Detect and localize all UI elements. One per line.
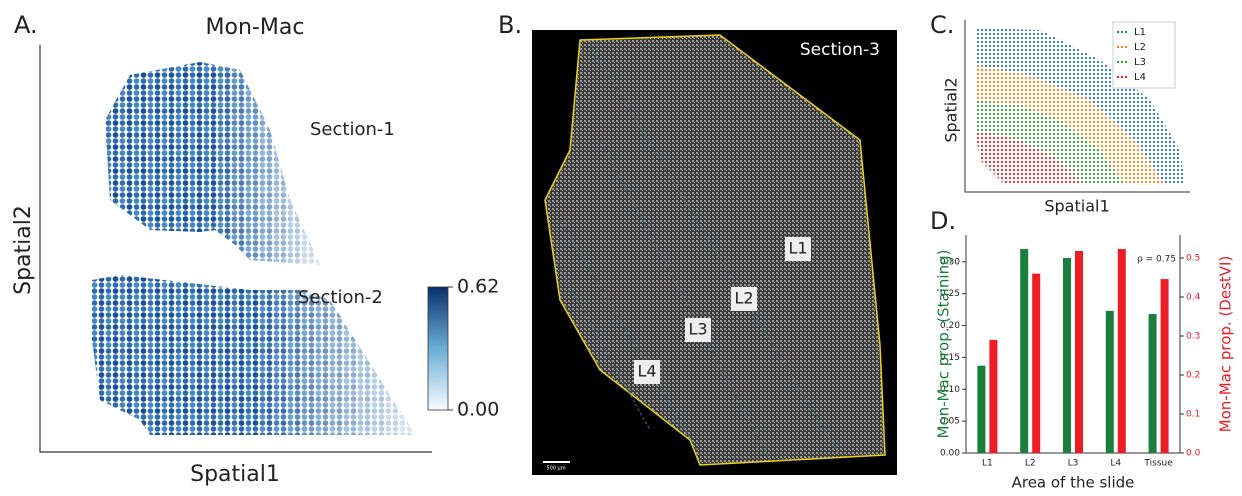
legend-swatch — [1121, 61, 1123, 63]
y2-axis-label: Mon-Mac prop. (DestVI) — [1217, 256, 1235, 433]
bar — [1032, 274, 1040, 453]
section-label: Section-1 — [310, 119, 395, 140]
region-label: L2 — [734, 289, 753, 308]
annotation: ρ = 0.75 — [1137, 255, 1176, 265]
legend-swatch — [1125, 31, 1127, 33]
y2-tick-label: 0.3 — [1186, 332, 1200, 342]
y-tick-label: 0.00 — [940, 449, 960, 459]
axes — [966, 235, 1180, 453]
y-axis-label: Spatial2 — [942, 77, 961, 142]
bar — [1020, 249, 1028, 453]
legend-swatch — [1125, 46, 1127, 48]
bar — [1106, 311, 1114, 453]
legend-swatch — [1117, 31, 1119, 33]
page: A. Mon-Mac Section-1 Section-2 Spatial1 … — [0, 0, 1242, 496]
legend-swatch — [1117, 61, 1119, 63]
panel-label: D. — [930, 207, 956, 235]
y2-tick-label: 0.1 — [1186, 410, 1200, 420]
legend-label: L3 — [1134, 57, 1146, 68]
x-tick-label: Tissue — [1143, 459, 1173, 469]
legend-label: L4 — [1134, 72, 1146, 83]
region-label: L4 — [637, 362, 656, 381]
x-tick-label: L1 — [982, 459, 993, 469]
bar — [1149, 314, 1157, 453]
panel-label: C. — [930, 11, 954, 39]
panel-label: B. — [498, 11, 522, 39]
y2-tick-label: 0.4 — [1186, 293, 1201, 303]
legend-swatch — [1117, 76, 1119, 78]
bar — [1075, 251, 1083, 453]
section-label: Section-3 — [800, 40, 880, 60]
panel-label: A. — [14, 11, 38, 39]
region-label: L1 — [788, 239, 807, 258]
legend-swatch — [1121, 76, 1123, 78]
section-fade — [105, 62, 320, 265]
legend-swatch — [1125, 61, 1127, 63]
figure: A. Mon-Mac Section-1 Section-2 Spatial1 … — [0, 0, 1242, 496]
y2-tick-label: 0.2 — [1186, 371, 1200, 381]
colorbar — [428, 287, 448, 410]
bar-chart: 0.000.050.100.150.200.250.300.00.10.20.3… — [935, 235, 1235, 492]
legend-label: L2 — [1134, 42, 1146, 53]
x-tick-label: L4 — [1110, 459, 1121, 469]
legend-swatch — [1121, 31, 1123, 33]
x-axis-label: Spatial1 — [1044, 197, 1109, 216]
panel-title: Mon-Mac — [206, 15, 305, 40]
bar — [1161, 279, 1169, 453]
y2-tick-label: 0.0 — [1186, 449, 1201, 459]
legend-swatch — [1117, 46, 1119, 48]
legend-label: L1 — [1134, 27, 1146, 38]
x-axis-label: Area of the slide — [1012, 474, 1135, 492]
x-tick-label: L3 — [1068, 459, 1079, 469]
legend-swatch — [1125, 76, 1127, 78]
bar — [989, 340, 997, 453]
region-label: L3 — [688, 320, 707, 339]
section-label: Section-2 — [298, 287, 383, 308]
colorbar-tick-label: 0.00 — [457, 399, 499, 421]
x-tick-label: L2 — [1025, 459, 1036, 469]
y-axis-label: Spatial2 — [11, 205, 36, 295]
y2-tick-label: 0.5 — [1186, 254, 1200, 264]
x-axis-label: Spatial1 — [190, 462, 280, 487]
bar — [1063, 258, 1071, 453]
colorbar-tick-label: 0.62 — [457, 276, 499, 298]
scale-bar-label: 500 μm — [546, 466, 565, 472]
legend-swatch — [1121, 46, 1123, 48]
y-axis-label: Mon-Mac prop. (Staining) — [935, 250, 953, 439]
bar — [1118, 249, 1126, 453]
bar — [977, 366, 985, 453]
